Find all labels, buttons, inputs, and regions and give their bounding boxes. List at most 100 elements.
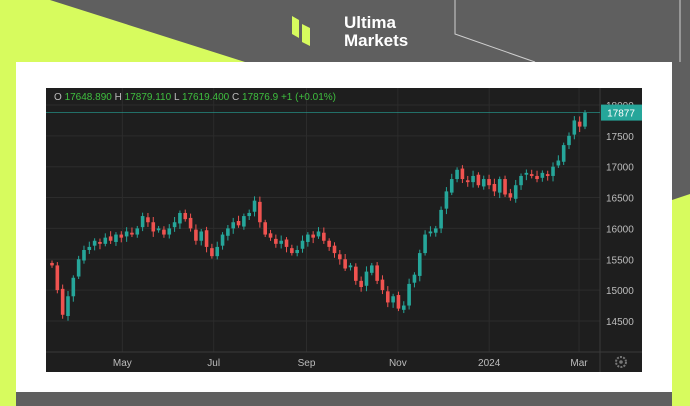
candle-body (380, 279, 385, 291)
candle-body (178, 212, 182, 224)
candle-body (449, 179, 454, 193)
candle-body (167, 228, 172, 235)
candle-body (55, 265, 60, 291)
candle-body (220, 234, 225, 246)
candle-body (295, 249, 299, 254)
candle-body (98, 241, 102, 244)
open-value: 17648.890 (64, 92, 112, 103)
candle-body (433, 228, 438, 233)
candle-body (439, 209, 443, 229)
candle-body (551, 166, 555, 176)
candle-body (540, 172, 545, 178)
candle-body (354, 266, 358, 281)
logo-text: Ultima Markets (344, 14, 408, 50)
candle-body (428, 231, 433, 234)
y-tick-label: 16000 (606, 224, 634, 235)
candle-body (545, 174, 550, 176)
candle-body (332, 245, 337, 254)
last-price-label: 17877 (607, 109, 635, 120)
candle-body (476, 174, 481, 186)
candle-body (311, 234, 315, 238)
change-value: +1 (+0.01%) (280, 92, 336, 103)
gear-icon[interactable] (615, 356, 627, 368)
candle-body (385, 291, 390, 303)
candle-body (471, 175, 475, 183)
candle-body (492, 183, 497, 192)
candle-body (119, 234, 124, 238)
candle-body (481, 179, 486, 187)
candle-body (82, 249, 86, 261)
ultima-markets-logo: Ultima Markets (292, 14, 408, 53)
x-tick-label: 2024 (478, 358, 501, 369)
candle-body (524, 172, 529, 175)
candle-body (114, 234, 118, 242)
candle-body (370, 265, 374, 273)
candle-body (242, 216, 246, 227)
candle-body (279, 240, 283, 244)
x-tick-label: Sep (298, 358, 316, 369)
candle-body (263, 222, 267, 235)
candle-body (359, 280, 363, 288)
candle-body (535, 175, 539, 180)
candle-body (268, 233, 273, 238)
candle-body (412, 274, 417, 283)
high-value: 17879.110 (124, 92, 172, 103)
last-price-tag (601, 104, 642, 121)
y-tick-label: 17500 (606, 132, 634, 143)
price-chart[interactable]: 1800017500170001650016000155001500014500… (46, 88, 642, 372)
candle-body (130, 232, 134, 235)
candle-body (338, 254, 342, 260)
candle-body (529, 174, 534, 176)
accent-shape-top-left (0, 0, 245, 392)
candle-body (274, 238, 278, 244)
candle-body (231, 222, 236, 229)
x-tick-label: Jul (207, 358, 220, 369)
candle-body (236, 220, 241, 226)
candle-body (103, 237, 108, 244)
candle-body (204, 230, 209, 247)
candle-body (290, 248, 294, 254)
candle-body (487, 179, 491, 186)
candle-body (252, 200, 257, 212)
candle-body (364, 271, 369, 286)
candle-body (343, 259, 347, 269)
candle-body (194, 229, 198, 241)
chart-svg[interactable]: 1800017500170001650016000155001500014500… (46, 88, 642, 372)
candle-body (199, 231, 204, 241)
logo-text-line1: Ultima (344, 13, 396, 32)
candle-body (135, 228, 140, 235)
candle-body (258, 201, 262, 223)
candle-body (375, 265, 379, 281)
candle-body (455, 169, 459, 180)
close-label: C (232, 92, 240, 103)
candle-body (156, 228, 161, 231)
high-label: H (114, 92, 122, 103)
candle-body (519, 175, 523, 186)
x-tick-label: May (113, 358, 132, 369)
candle-body (407, 283, 411, 306)
accent-shape-bottom-left (0, 205, 16, 406)
y-tick-label: 15500 (606, 255, 634, 266)
candle-body (108, 236, 113, 241)
candle-body (306, 234, 310, 242)
candle-body (215, 246, 220, 257)
candle-body (247, 212, 252, 217)
low-value: 17619.400 (181, 92, 230, 103)
candle-body (583, 112, 587, 127)
candle-body (162, 229, 166, 235)
candle-body (172, 222, 177, 228)
candle-body (497, 179, 502, 193)
y-tick-label: 14500 (606, 317, 634, 328)
candle-body (572, 120, 577, 135)
candle-body (183, 212, 188, 220)
candle-body (465, 180, 470, 183)
candle-body (567, 135, 571, 146)
close-value: 17876.9 (242, 92, 279, 103)
candle-body (300, 240, 305, 249)
candle-body (401, 305, 406, 310)
candle-body (140, 216, 145, 228)
candle-body (396, 295, 401, 309)
candle-body (60, 288, 65, 315)
y-tick-label: 16500 (606, 194, 634, 205)
ohlc-legend: O 17648.890 H 17879.110 L 17619.400 C 17… (54, 92, 336, 103)
